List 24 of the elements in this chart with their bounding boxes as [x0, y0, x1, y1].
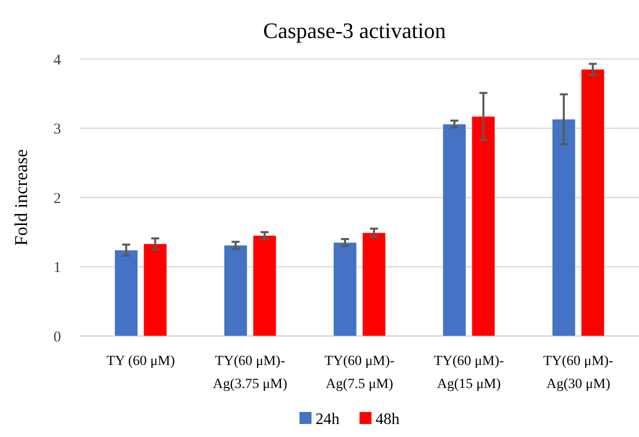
bar [333, 242, 357, 336]
y-tick-label: 0 [54, 329, 61, 346]
bar [252, 235, 276, 336]
bar [224, 245, 248, 336]
bar [552, 118, 576, 336]
y-tick-label: 2 [54, 190, 61, 207]
bar [143, 244, 167, 336]
bar [442, 124, 466, 336]
y-axis-title: Fold increase [11, 149, 31, 246]
bar [472, 116, 496, 336]
chart-title: Caspase-3 activation [263, 18, 446, 43]
y-tick-label: 3 [54, 122, 61, 138]
y-tick-label: 4 [54, 52, 62, 68]
bar [362, 232, 386, 336]
legend-label: 48h [376, 411, 400, 428]
legend-label: 24h [316, 411, 340, 428]
x-tick-label: TY(60 μM)- Ag(7.5 μM) [324, 354, 395, 392]
y-tick-label: 1 [54, 260, 61, 276]
x-tick-label: TY (60 μM) [106, 354, 176, 369]
bar [581, 69, 605, 336]
x-tick-label: TY(60 μM)- Ag(3.75 μM) [212, 354, 288, 392]
bar [114, 250, 138, 336]
x-tick-label: TY(60 μM)- Ag(15 μM) [434, 354, 504, 392]
x-tick-label: TY(60 μM)- Ag(30 μM) [543, 354, 614, 392]
